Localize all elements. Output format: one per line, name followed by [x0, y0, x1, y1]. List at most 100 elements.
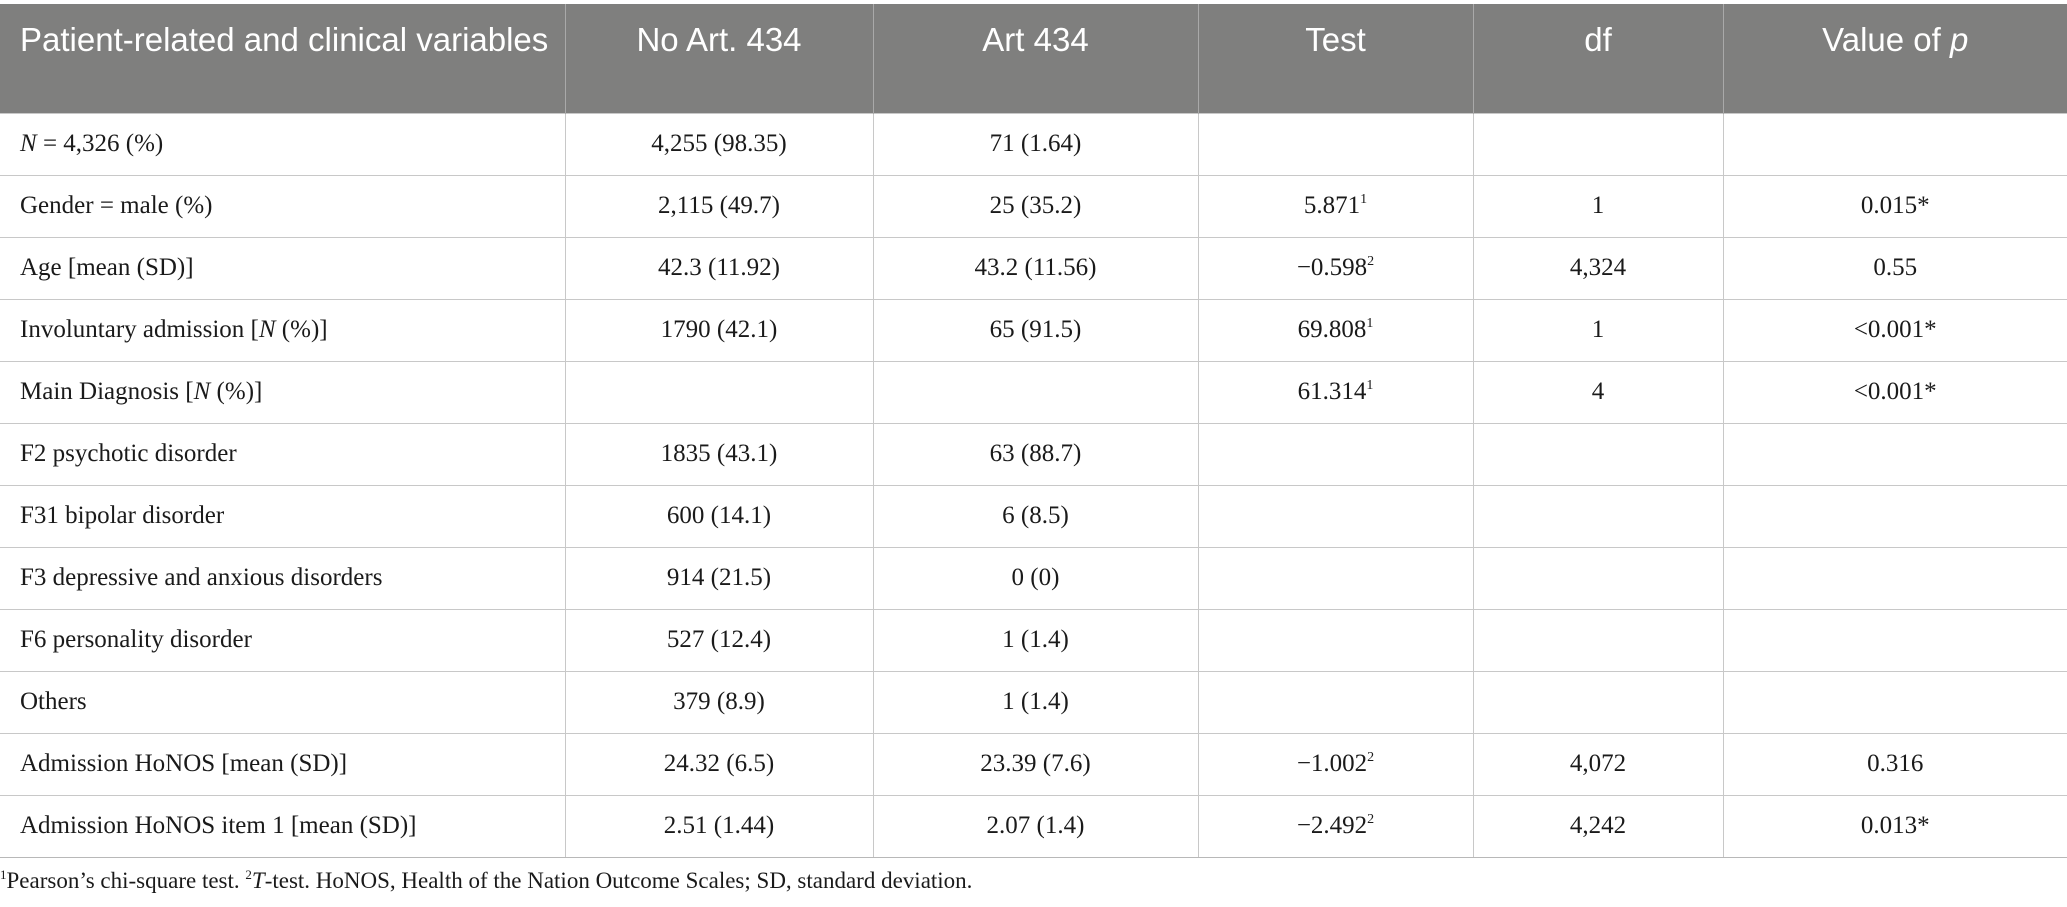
- header-df: df: [1473, 4, 1724, 113]
- row-label: = 4,326 (%): [36, 130, 164, 157]
- art-cell-value: 0 (0): [1011, 564, 1060, 591]
- no-art-cell: 379 (8.9): [564, 670, 874, 734]
- p-value-cell: <0.001*: [1722, 360, 2067, 424]
- art-cell-value: 43.2 (11.56): [974, 254, 1097, 281]
- no-art-cell-value: 1790 (42.1): [660, 316, 778, 343]
- no-art-cell: 1835 (43.1): [564, 422, 874, 486]
- art-cell-value: 23.39 (7.6): [980, 750, 1091, 777]
- df-cell: [1472, 422, 1724, 486]
- table-row: F6 personality disorder 527 (12.4) 1 (1.4): [0, 608, 2067, 672]
- art-cell: 2.07 (1.4): [872, 794, 1199, 858]
- df-cell-value: 1: [1591, 316, 1605, 343]
- no-art-cell-value: 914 (21.5): [666, 564, 772, 591]
- header-variables: Patient-related and clinical variables: [0, 4, 566, 113]
- row-label-cell: Age [mean (SD)]: [0, 236, 566, 300]
- p-value-cell-value: 0.55: [1873, 254, 1918, 281]
- row-label-italic: N: [258, 316, 276, 343]
- footnote-text-2: -test. HoNOS, Health of the Nation Outco…: [264, 868, 973, 893]
- table-row: N = 4,326 (%) 4,255 (98.35) 71 (1.64): [0, 112, 2067, 176]
- test-cell: −0.5982: [1197, 236, 1474, 300]
- table-body: N = 4,326 (%) 4,255 (98.35) 71 (1.64) Gende…: [0, 112, 2067, 858]
- test-cell-value: 5.871: [1303, 192, 1361, 219]
- df-cell: 4: [1472, 360, 1724, 424]
- p-value-cell-value: <0.001*: [1853, 316, 1937, 343]
- no-art-cell: 2,115 (49.7): [564, 174, 874, 238]
- test-cell: −1.0022: [1197, 732, 1474, 796]
- row-label-cell: Admission HoNOS [mean (SD)]: [0, 732, 566, 796]
- row-label-lead: N: [20, 130, 37, 157]
- table-row: Involuntary admission [N (%)] 1790 (42.1)…: [0, 298, 2067, 362]
- header-art-434: Art 434: [873, 4, 1199, 113]
- art-cell-value: 1 (1.4): [1002, 626, 1069, 653]
- p-value-cell: [1722, 112, 2067, 176]
- test-superscript: 1: [1366, 316, 1374, 331]
- test-superscript: 1: [1360, 192, 1368, 207]
- p-value-cell: 0.55: [1722, 236, 2067, 300]
- art-cell-value: 6 (8.5): [1002, 502, 1069, 529]
- art-cell: 65 (91.5): [872, 298, 1199, 362]
- no-art-cell: 24.32 (6.5): [564, 732, 874, 796]
- row-label: Age [mean (SD)]: [20, 254, 194, 281]
- no-art-cell: 42.3 (11.92): [564, 236, 874, 300]
- art-cell-value: 65 (91.5): [989, 316, 1082, 343]
- art-cell: 25 (35.2): [872, 174, 1199, 238]
- row-label-cell: Involuntary admission [N (%)]: [0, 298, 566, 362]
- row-label: F6 personality disorder: [20, 626, 252, 653]
- row-label-cell: F6 personality disorder: [0, 608, 566, 672]
- header-p-symbol: p: [1949, 21, 1969, 58]
- art-cell: 63 (88.7): [872, 422, 1199, 486]
- p-value-cell: [1722, 546, 2067, 610]
- df-cell: 1: [1472, 298, 1724, 362]
- row-label-cell: Others: [0, 670, 566, 734]
- row-label: Others: [20, 688, 87, 715]
- art-cell-value: 1 (1.4): [1002, 688, 1069, 715]
- test-cell-value: −2.492: [1296, 812, 1368, 839]
- test-superscript: 2: [1367, 254, 1375, 269]
- row-label: Main Diagnosis [: [20, 378, 194, 405]
- table-header: Patient-related and clinical variables N…: [0, 4, 2067, 113]
- no-art-cell: 4,255 (98.35): [564, 112, 874, 176]
- test-cell: 61.3141: [1197, 360, 1474, 424]
- table-row: Gender = male (%) 2,115 (49.7) 25 (35.2) 5.…: [0, 174, 2067, 238]
- p-value-cell: 0.015*: [1722, 174, 2067, 238]
- row-label-end: (%)]: [275, 316, 328, 343]
- row-label-cell: Main Diagnosis [N (%)]: [0, 360, 566, 424]
- no-art-cell: 600 (14.1): [564, 484, 874, 548]
- df-cell: 4,242: [1472, 794, 1724, 858]
- art-cell: [872, 360, 1199, 424]
- p-value-cell-value: 0.015*: [1860, 192, 1930, 219]
- header-p-prefix: Value of: [1822, 21, 1950, 58]
- row-label: F31 bipolar disorder: [20, 502, 225, 529]
- test-cell-value: 61.314: [1297, 378, 1367, 405]
- p-value-cell: [1722, 422, 2067, 486]
- no-art-cell: 914 (21.5): [564, 546, 874, 610]
- p-value-cell: 0.316: [1722, 732, 2067, 796]
- df-cell-value: 4: [1591, 378, 1605, 405]
- p-value-cell: [1722, 670, 2067, 734]
- row-label-cell: F3 depressive and anxious disorders: [0, 546, 566, 610]
- footnote-sup-1: 1: [0, 867, 7, 882]
- art-cell-value: 63 (88.7): [989, 440, 1082, 467]
- test-cell-value: −1.002: [1296, 750, 1368, 777]
- test-cell: 69.8081: [1197, 298, 1474, 362]
- table-row: Age [mean (SD)] 42.3 (11.92) 43.2 (11.56) −…: [0, 236, 2067, 300]
- p-value-cell-value: 0.013*: [1860, 812, 1930, 839]
- art-cell-value: 71 (1.64): [989, 130, 1082, 157]
- no-art-cell: 527 (12.4): [564, 608, 874, 672]
- df-cell: 4,324: [1472, 236, 1724, 300]
- art-cell: 0 (0): [872, 546, 1199, 610]
- df-cell: 1: [1472, 174, 1724, 238]
- results-table-container: Patient-related and clinical variables N…: [0, 4, 2067, 858]
- no-art-cell-value: 527 (12.4): [666, 626, 772, 653]
- test-superscript: 1: [1366, 378, 1374, 393]
- art-cell: 6 (8.5): [872, 484, 1199, 548]
- test-cell: 5.8711: [1197, 174, 1474, 238]
- test-cell: [1197, 608, 1474, 672]
- p-value-cell: [1722, 608, 2067, 672]
- df-cell: 4,072: [1472, 732, 1724, 796]
- df-cell: [1472, 484, 1724, 548]
- no-art-cell-value: 600 (14.1): [666, 502, 772, 529]
- table-row: Others 379 (8.9) 1 (1.4): [0, 670, 2067, 734]
- footnote-text-1: Pearson’s chi-square test.: [6, 868, 246, 893]
- row-label: Gender = male (%): [20, 192, 213, 219]
